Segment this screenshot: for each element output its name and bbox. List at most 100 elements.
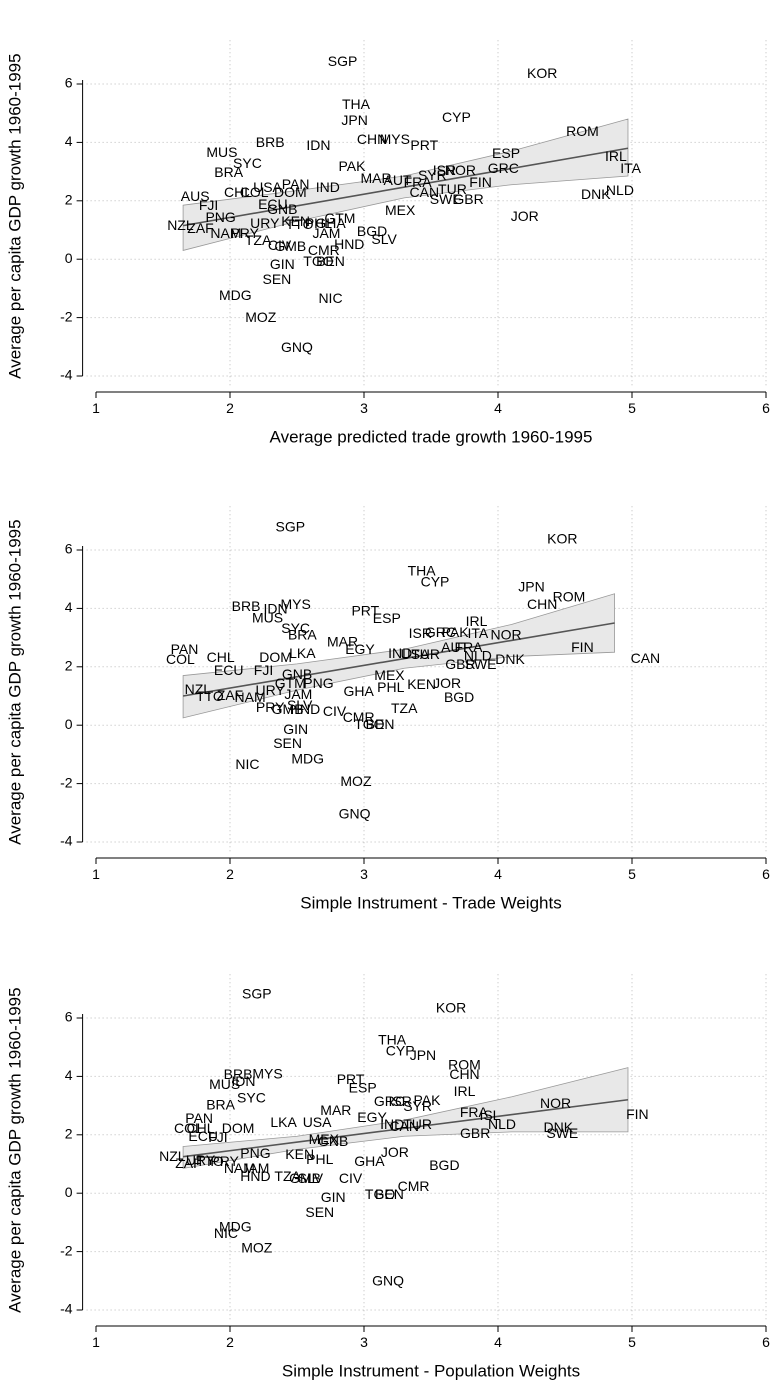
point-label: SEN <box>273 735 302 751</box>
point-label: SYC <box>233 155 262 171</box>
point-label: COL <box>174 1120 203 1136</box>
point-label: MOZ <box>245 309 277 325</box>
point-label: NAM <box>235 689 266 705</box>
point-label: IND <box>316 179 340 195</box>
point-label: BRA <box>214 164 243 180</box>
y-axis-title: Average per capita GDP growth 1960-1995 <box>5 519 24 844</box>
point-label: TTO <box>196 688 224 704</box>
y-tick-label: 4 <box>65 599 73 615</box>
point-label: SEN <box>263 271 292 287</box>
point-label: TGO <box>354 716 384 732</box>
y-tick-label: -2 <box>60 308 73 324</box>
point-label: GRC <box>374 1093 405 1109</box>
point-label: CIV <box>323 703 347 719</box>
point-label: TUR <box>438 181 467 197</box>
y-tick-label: 4 <box>65 1067 73 1083</box>
point-label: GRC <box>488 160 519 176</box>
y-tick-label: 2 <box>65 658 73 674</box>
point-label: NZL <box>185 681 212 697</box>
point-label: PRT <box>337 1071 365 1087</box>
x-tick-label: 1 <box>92 866 100 882</box>
point-label: MYS <box>380 131 410 147</box>
y-tick-label: 2 <box>65 192 73 208</box>
point-label: NZL <box>159 1148 186 1164</box>
point-label: ECU <box>188 1128 218 1144</box>
point-label: TTO <box>286 216 314 232</box>
point-label: SWE <box>430 191 462 207</box>
point-label: MUS <box>206 144 237 160</box>
point-label: FJI <box>254 662 273 678</box>
point-label: JAM <box>241 1160 269 1176</box>
point-label: NAM <box>210 225 241 241</box>
point-label: MYS <box>252 1065 282 1081</box>
point-label: MEX <box>385 202 416 218</box>
point-label: CHL <box>207 649 235 665</box>
point-label: GNQ <box>281 339 313 355</box>
point-label: CHL <box>224 184 252 200</box>
point-label: CYP <box>386 1042 415 1058</box>
y-tick-label: -2 <box>60 774 73 790</box>
point-label: GBR <box>460 1125 490 1141</box>
y-tick-label: 6 <box>65 1009 73 1025</box>
point-label: DOM <box>274 184 307 200</box>
point-label: ZAF <box>187 220 213 236</box>
point-label: BEN <box>366 716 395 732</box>
point-label: GHA <box>343 683 374 699</box>
point-label: DNK <box>581 186 611 202</box>
point-label: FIN <box>571 639 594 655</box>
point-label: NOR <box>540 1095 571 1111</box>
point-label: SGP <box>276 519 306 535</box>
point-label: FJI <box>208 1129 227 1145</box>
point-label: EGY <box>357 1109 387 1125</box>
point-label: CIV <box>268 237 292 253</box>
y-tick-label: 6 <box>65 541 73 557</box>
point-label: MDG <box>219 287 252 303</box>
point-label: PHL <box>377 679 404 695</box>
point-label: PNG <box>240 1145 270 1161</box>
point-label: BRB <box>232 598 261 614</box>
point-label: IDN <box>231 1073 255 1089</box>
point-label: CAN <box>389 1118 419 1134</box>
point-label: ECU <box>214 662 244 678</box>
point-label: NLD <box>464 647 492 663</box>
x-tick-label: 5 <box>628 1334 636 1350</box>
point-label: ROM <box>448 1056 481 1072</box>
point-label: MUS <box>252 609 283 625</box>
point-label: PHL <box>306 1151 333 1167</box>
point-label: SGP <box>328 53 358 69</box>
point-label: MDG <box>219 1219 252 1235</box>
point-label: SWE <box>546 1125 578 1141</box>
point-label: IRL <box>454 1083 476 1099</box>
point-label: ISL <box>479 1107 500 1123</box>
point-label: IND <box>380 1116 404 1132</box>
x-tick-label: 6 <box>762 400 770 416</box>
point-label: NIC <box>235 756 259 772</box>
point-label: MYS <box>280 596 310 612</box>
point-label: SLV <box>371 231 397 247</box>
point-label: GRC <box>425 624 456 640</box>
point-label: JPN <box>410 1047 436 1063</box>
point-label: PRY <box>230 225 259 241</box>
point-label: CMR <box>308 242 340 258</box>
point-label: TZA <box>274 1168 301 1184</box>
point-label: FJI <box>199 197 218 213</box>
point-label: SYR <box>418 167 447 183</box>
point-label: SYC <box>281 620 310 636</box>
x-tick-label: 4 <box>494 866 502 882</box>
point-label: CHL <box>187 1120 215 1136</box>
point-label: GIN <box>270 256 295 272</box>
point-label: MOZ <box>241 1240 273 1256</box>
point-label: THA <box>378 1031 407 1047</box>
y-tick-label: -4 <box>60 833 73 849</box>
point-label: KEN <box>285 1146 314 1162</box>
point-label: KOR <box>527 65 557 81</box>
point-label: BRB <box>256 134 285 150</box>
point-label: COL <box>166 651 195 667</box>
point-label: LKA <box>289 645 316 661</box>
point-label: GTM <box>324 210 355 226</box>
panel: -4 -2 0 2 4 6 1 2 3 4 5 6 Simple Instrument - Popula… <box>5 974 770 1381</box>
point-label: CMR <box>398 1178 430 1194</box>
point-label: PAK <box>442 624 470 640</box>
point-label: PRT <box>410 137 438 153</box>
